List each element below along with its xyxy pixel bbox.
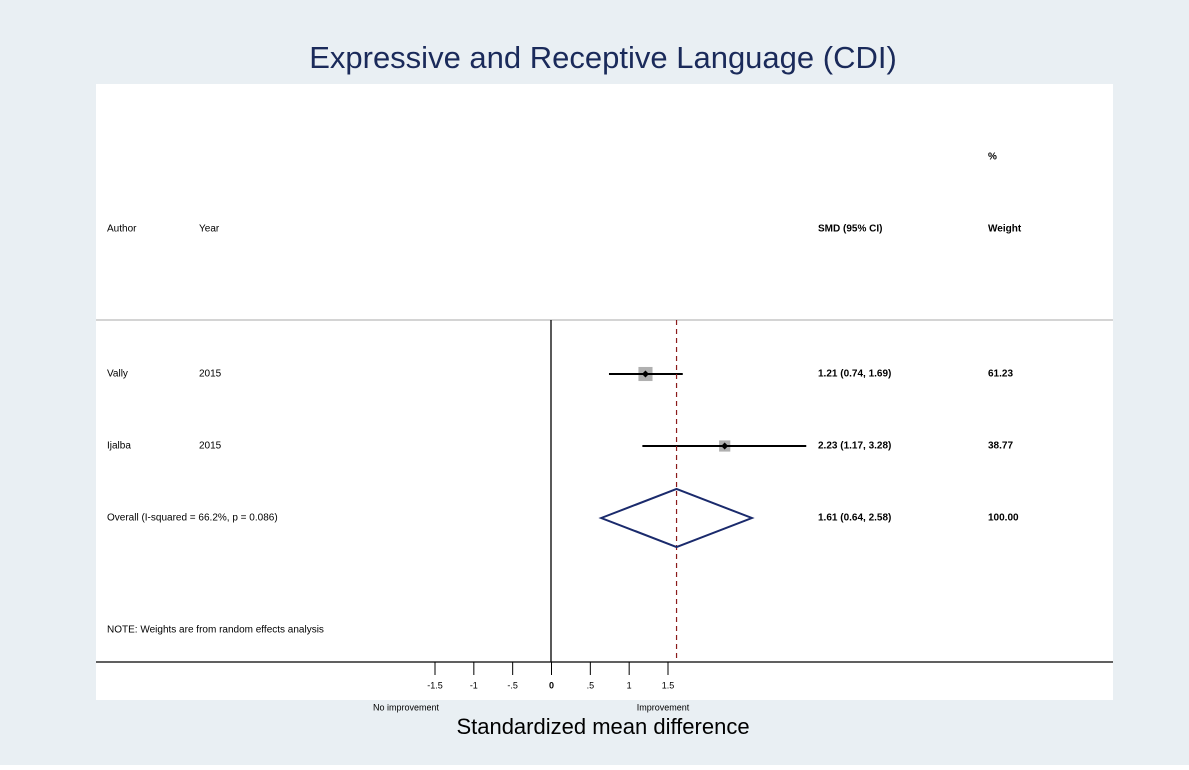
- overall-label: Overall (I-squared = 66.2%, p = 0.086): [107, 513, 278, 524]
- x-tick-label: .5: [587, 680, 595, 690]
- study-ci-label: 2.23 (1.17, 3.28): [818, 441, 891, 452]
- point-estimate: [641, 370, 649, 378]
- header-year: Year: [199, 224, 220, 235]
- note: NOTE: Weights are from random effects an…: [107, 625, 324, 636]
- header-weight-top: %: [988, 152, 997, 163]
- x-tick-label: -.5: [507, 680, 518, 690]
- study-weight: 61.23: [988, 369, 1013, 380]
- overall-diamond: [598, 487, 755, 549]
- study-author: Vally: [107, 369, 128, 380]
- study-author: Ijalba: [107, 441, 131, 452]
- header-weight: Weight: [988, 224, 1022, 235]
- chart-title: Expressive and Receptive Language (CDI): [309, 40, 897, 75]
- x-right-label: Improvement: [637, 702, 690, 712]
- point-estimate: [721, 442, 729, 450]
- x-tick-label: -1: [470, 680, 478, 690]
- header-effect: SMD (95% CI): [818, 224, 882, 235]
- x-left-label: No improvement: [373, 702, 440, 712]
- x-tick-label: 1.5: [662, 680, 675, 690]
- header-author: Author: [107, 224, 137, 235]
- study-year: 2015: [199, 369, 222, 380]
- x-tick-label: 0: [549, 680, 554, 690]
- plot-area: [96, 84, 1113, 700]
- overall-weight-label: 100.00: [988, 513, 1019, 524]
- study-ci-label: 1.21 (0.74, 1.69): [818, 369, 891, 380]
- x-tick-label: 1: [627, 680, 632, 690]
- x-axis-title: Standardized mean difference: [456, 714, 749, 739]
- x-tick-label: -1.5: [427, 680, 443, 690]
- study-year: 2015: [199, 441, 222, 452]
- overall-ci-label: 1.61 (0.64, 2.58): [818, 513, 891, 524]
- study-weight: 38.77: [988, 441, 1013, 452]
